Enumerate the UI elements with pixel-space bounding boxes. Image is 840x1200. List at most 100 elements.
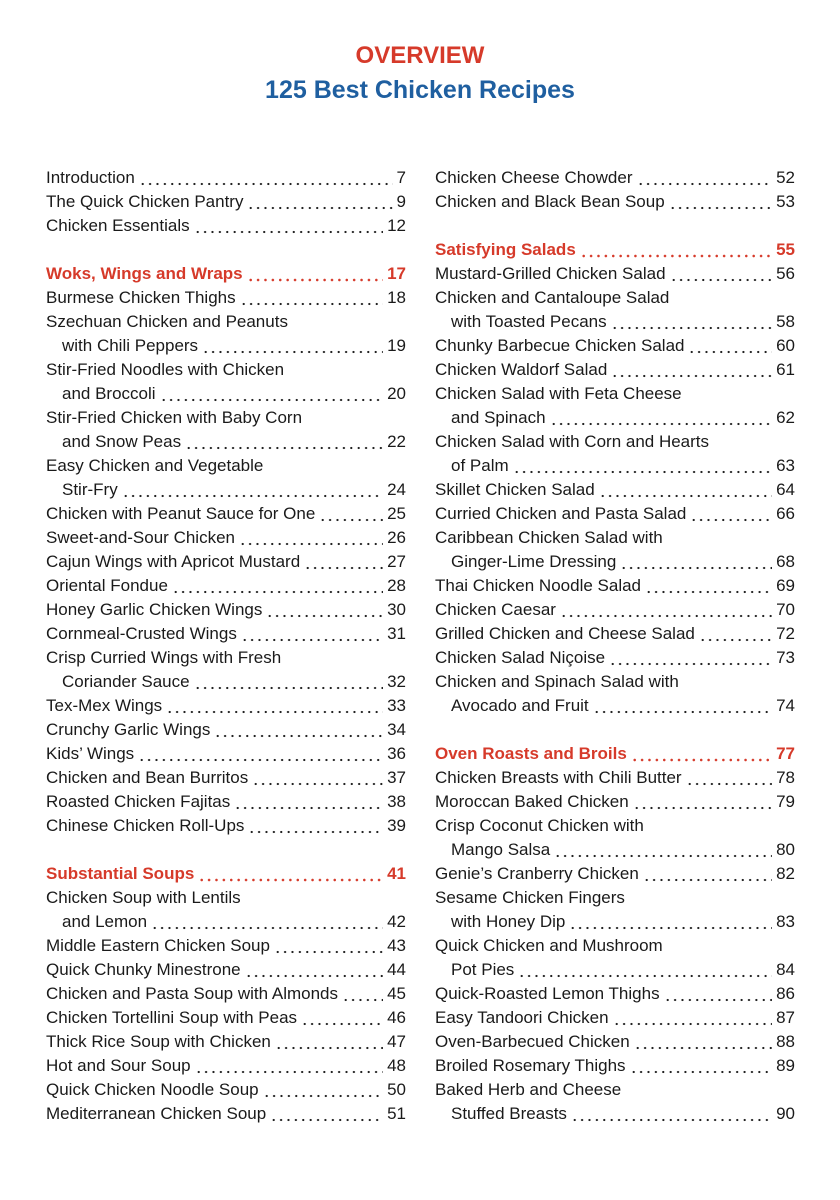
toc-entry: Stir-Fried Noodles with Chicken — [46, 358, 406, 382]
entry-page: 42 — [387, 912, 406, 931]
toc-entry: Chicken Caesar 70 — [435, 598, 795, 622]
dot-leader — [166, 694, 384, 718]
dot-leader — [630, 742, 773, 766]
toc-entry: Chicken Waldorf Salad 61 — [435, 358, 795, 382]
dot-leader — [632, 790, 773, 814]
entry-page: 39 — [387, 816, 406, 835]
dot-leader — [262, 1078, 384, 1102]
toc-entry: and Spinach 62 — [451, 406, 795, 430]
entry-text: The Quick Chicken Pantry — [46, 192, 244, 211]
entry-text: Stir-Fried Chicken with Baby Corn — [46, 408, 303, 427]
toc-entry: Chicken Cheese Chowder 52 — [435, 166, 795, 190]
dot-leader — [202, 334, 384, 358]
toc-entry: Mediterranean Chicken Soup 51 — [46, 1102, 406, 1126]
dot-leader — [611, 358, 773, 382]
entry-text: Tex-Mex Wings — [46, 696, 163, 715]
entry-page: 28 — [387, 576, 406, 595]
entry-text: Mustard-Grilled Chicken Salad — [435, 264, 666, 283]
dot-leader — [301, 1006, 384, 1030]
entry-text: Chicken and Bean Burritos — [46, 768, 249, 787]
entry-page: 50 — [387, 1080, 406, 1099]
entry-page: 27 — [387, 552, 406, 571]
entry-text: Crisp Curried Wings with Fresh — [46, 648, 282, 667]
entry-text: Chicken Tortellini Soup with Peas — [46, 1008, 298, 1027]
toc-entry: Szechuan Chicken and Peanuts — [46, 310, 406, 334]
toc-entry: Introduction 7 — [46, 166, 406, 190]
dot-leader — [319, 502, 384, 526]
entry-text: Chicken and Spinach Salad with — [435, 672, 679, 691]
entry-text: Szechuan Chicken and Peanuts — [46, 312, 288, 331]
dot-leader — [570, 1102, 773, 1126]
dot-leader — [609, 646, 773, 670]
toc-entry: Burmese Chicken Thighs 18 — [46, 286, 406, 310]
dot-leader — [151, 910, 384, 934]
entry-page: 79 — [776, 792, 795, 811]
entry-page: 24 — [387, 480, 406, 499]
toc-entry: Baked Herb and Cheese — [435, 1078, 795, 1102]
dot-leader — [645, 574, 773, 598]
entry-page: 33 — [387, 696, 406, 715]
entry-text: Burmese Chicken Thighs — [46, 288, 236, 307]
dot-leader — [247, 190, 393, 214]
toc-entry: Easy Tandoori Chicken 87 — [435, 1006, 795, 1030]
entry-page: 60 — [776, 336, 795, 355]
entry-text: Easy Tandoori Chicken — [435, 1008, 609, 1027]
entry-page: 70 — [776, 600, 795, 619]
dot-leader — [193, 670, 384, 694]
entry-page: 51 — [387, 1104, 406, 1123]
entry-text: Chinese Chicken Roll-Ups — [46, 816, 245, 835]
entry-text: Broiled Rosemary Thighs — [435, 1056, 626, 1075]
toc-entry: Chicken Salad Niçoise 73 — [435, 646, 795, 670]
entry-page: 63 — [776, 456, 795, 475]
section-title: Substantial Soups — [46, 864, 195, 883]
toc-entry: Quick Chunky Minestrone 44 — [46, 958, 406, 982]
entry-page: 64 — [776, 480, 795, 499]
toc-entry: Stuffed Breasts 90 — [451, 1102, 795, 1126]
section-page: 77 — [776, 744, 795, 763]
entry-page: 30 — [387, 600, 406, 619]
toc-entry: Cornmeal-Crusted Wings 31 — [46, 622, 406, 646]
entry-page: 12 — [387, 216, 406, 235]
entry-text: Mango Salsa — [451, 840, 551, 859]
entry-text: Easy Chicken and Vegetable — [46, 456, 264, 475]
dot-leader — [121, 478, 384, 502]
entry-page: 56 — [776, 264, 795, 283]
entry-text: Chicken and Pasta Soup with Almonds — [46, 984, 339, 1003]
page-subtitle: 125 Best Chicken Recipes — [265, 76, 575, 104]
toc-entry: Hot and Sour Soup 48 — [46, 1054, 406, 1078]
dot-leader — [194, 1054, 384, 1078]
entry-page: 19 — [387, 336, 406, 355]
toc-entry: Crisp Coconut Chicken with — [435, 814, 795, 838]
toc-entry: Oven-Barbecued Chicken 88 — [435, 1030, 795, 1054]
dot-leader — [620, 550, 773, 574]
entry-page: 48 — [387, 1056, 406, 1075]
entry-text: Chicken and Cantaloupe Salad — [435, 288, 670, 307]
toc-entry: Caribbean Chicken Salad with — [435, 526, 795, 550]
entry-text: Cajun Wings with Apricot Mustard — [46, 552, 301, 571]
dot-leader — [688, 334, 773, 358]
dot-leader — [668, 190, 773, 214]
entry-text: Kids’ Wings — [46, 744, 135, 763]
toc-entry: Sweet-and-Sour Chicken 26 — [46, 526, 406, 550]
dot-leader — [554, 838, 773, 862]
toc-entry: Easy Chicken and Vegetable — [46, 454, 406, 478]
dot-leader — [270, 1102, 384, 1126]
entry-text: Chicken Salad with Corn and Hearts — [435, 432, 710, 451]
toc-entry: Middle Eastern Chicken Soup 43 — [46, 934, 406, 958]
toc-entry: and Lemon 42 — [62, 910, 406, 934]
entry-text: Skillet Chicken Salad — [435, 480, 595, 499]
entry-text: and Lemon — [62, 912, 148, 931]
dot-leader — [252, 766, 384, 790]
entry-text: Curried Chicken and Pasta Salad — [435, 504, 687, 523]
toc-entry: Chicken Tortellini Soup with Peas 46 — [46, 1006, 406, 1030]
toc-entry: Chicken and Cantaloupe Salad — [435, 286, 795, 310]
dot-leader — [138, 742, 384, 766]
entry-text: Mediterranean Chicken Soup — [46, 1104, 267, 1123]
toc-entry: Coriander Sauce 32 — [62, 670, 406, 694]
entry-page: 73 — [776, 648, 795, 667]
toc-entry: Mustard-Grilled Chicken Salad 56 — [435, 262, 795, 286]
entry-page: 37 — [387, 768, 406, 787]
section-page: 17 — [387, 264, 406, 283]
entry-text: Stir-Fried Noodles with Chicken — [46, 360, 285, 379]
section-heading: Woks, Wings and Wraps 17 — [46, 262, 406, 286]
